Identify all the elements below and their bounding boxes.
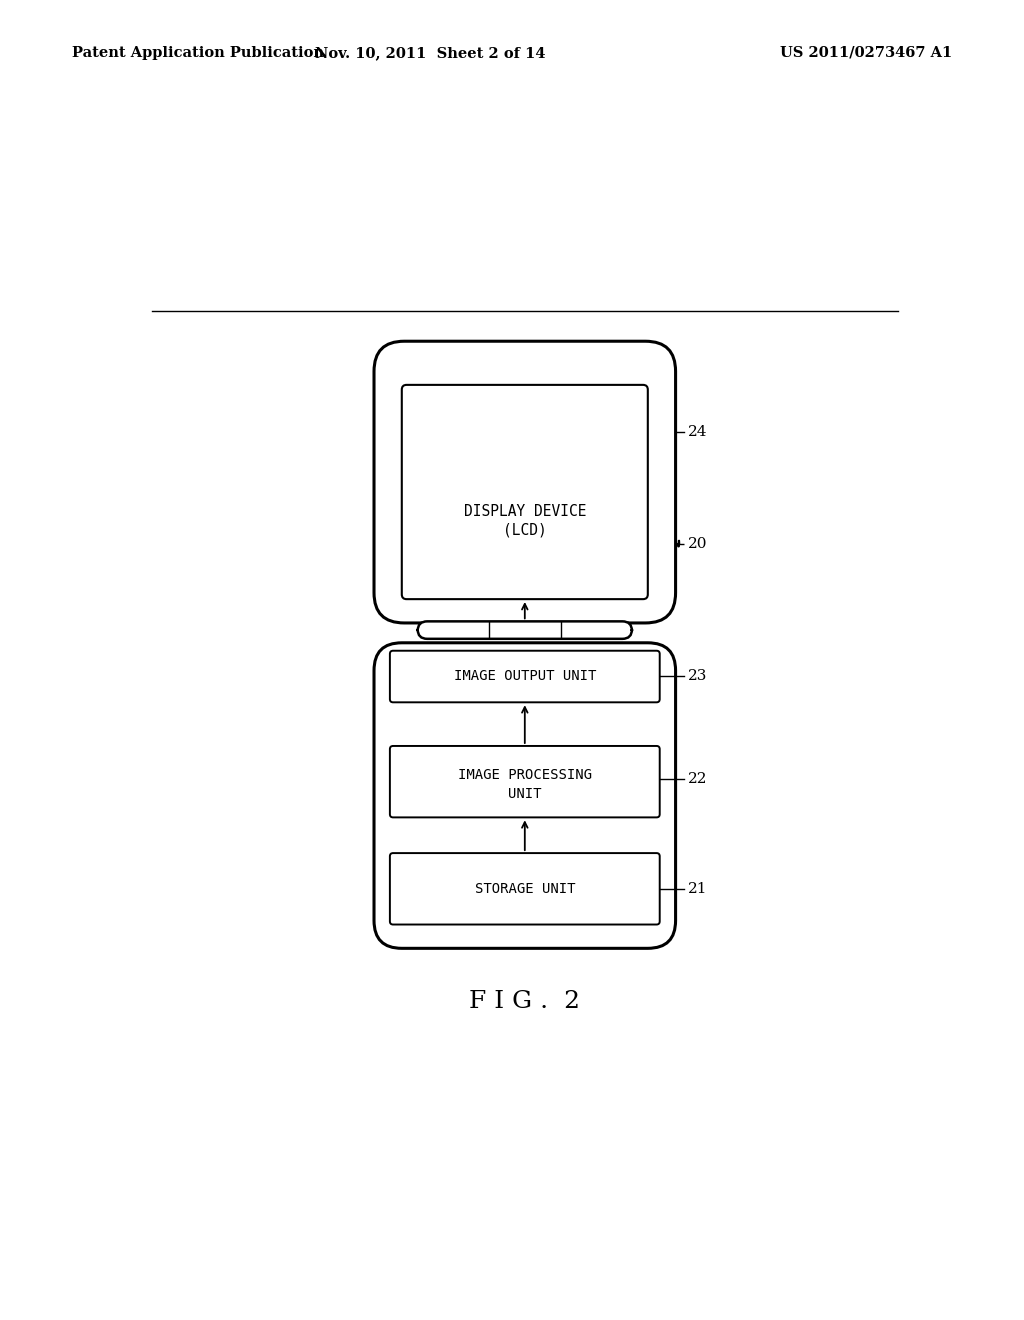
FancyBboxPatch shape: [374, 342, 676, 623]
Text: US 2011/0273467 A1: US 2011/0273467 A1: [780, 46, 952, 59]
Text: STORAGE UNIT: STORAGE UNIT: [474, 882, 575, 896]
FancyBboxPatch shape: [390, 746, 659, 817]
Text: DISPLAY DEVICE: DISPLAY DEVICE: [464, 504, 586, 519]
Text: 22: 22: [687, 772, 707, 787]
Text: Patent Application Publication: Patent Application Publication: [72, 46, 324, 59]
FancyBboxPatch shape: [390, 853, 659, 924]
Text: IMAGE PROCESSING: IMAGE PROCESSING: [458, 768, 592, 783]
Text: UNIT: UNIT: [508, 787, 542, 800]
FancyBboxPatch shape: [401, 385, 648, 599]
FancyBboxPatch shape: [390, 651, 659, 702]
FancyBboxPatch shape: [418, 622, 632, 639]
Text: 24: 24: [687, 425, 707, 440]
Text: 23: 23: [687, 669, 707, 684]
Text: IMAGE OUTPUT UNIT: IMAGE OUTPUT UNIT: [454, 669, 596, 684]
Text: F I G .  2: F I G . 2: [469, 990, 581, 1012]
Text: Nov. 10, 2011  Sheet 2 of 14: Nov. 10, 2011 Sheet 2 of 14: [314, 46, 546, 59]
Text: 20: 20: [687, 537, 707, 550]
FancyBboxPatch shape: [374, 643, 676, 948]
Text: (LCD): (LCD): [503, 523, 547, 537]
Text: 21: 21: [687, 882, 707, 896]
